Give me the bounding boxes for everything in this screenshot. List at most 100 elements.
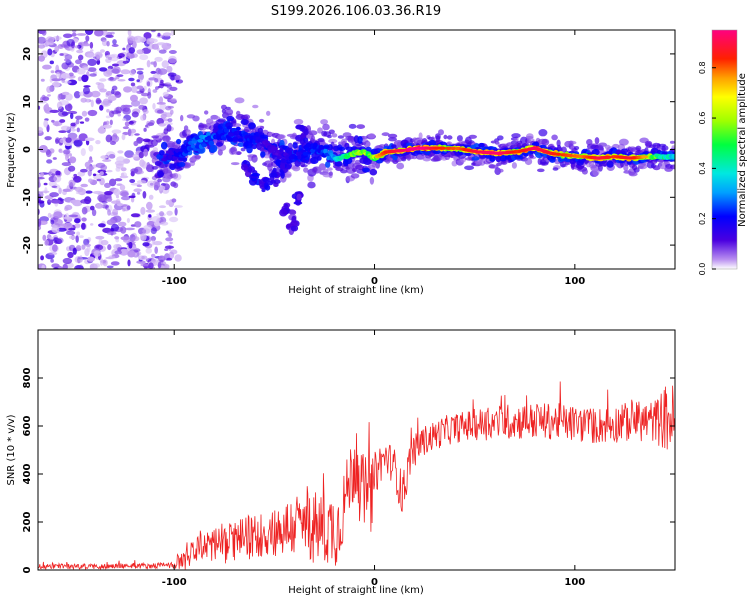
- spectrogram-branch-blob: [279, 169, 284, 177]
- spectrogram-noise-blob: [166, 65, 173, 73]
- spectrogram-mid-blob: [325, 161, 331, 168]
- spectrogram-noise-blob: [43, 119, 49, 128]
- spectrogram-noise-blob: [76, 68, 86, 75]
- spectrogram-noise-blob: [72, 247, 77, 255]
- spectrogram-noise-blob: [41, 30, 47, 36]
- spectrogram-noise-blob: [140, 233, 145, 240]
- spectrogram-noise-blob: [104, 182, 111, 188]
- spectrogram-noise-blob: [38, 191, 44, 198]
- spectrogram-halo-blob: [194, 155, 202, 159]
- spectrogram-mid-blob: [256, 142, 262, 150]
- spectrogram-noise-blob: [65, 230, 76, 236]
- colorbar-label: Normalized spectral amplitude: [737, 73, 748, 227]
- spectrogram-halo-blob: [581, 168, 588, 175]
- spectrogram-noise-blob: [146, 162, 151, 170]
- spectrogram-noise-blob: [99, 171, 104, 176]
- spectrogram-halo-blob: [619, 138, 629, 146]
- snr-ytick-label: 200: [22, 512, 33, 533]
- spectrogram-noise-blob: [116, 74, 124, 77]
- spectrogram-noise-blob: [68, 214, 79, 218]
- spectrogram-noise-blob: [75, 186, 84, 193]
- spectrogram-noise-blob: [73, 175, 82, 183]
- spectrogram-noise-blob: [93, 263, 101, 268]
- spectrogram-noise-blob: [146, 81, 151, 87]
- spectrogram-halo-blob: [524, 157, 533, 166]
- spectrogram-noise-blob: [83, 85, 91, 88]
- spectrogram-noise-blob: [81, 74, 89, 83]
- spectrogram-halo-blob: [568, 140, 574, 148]
- spectrogram-ridge-blob: [671, 153, 675, 159]
- spectrogram-noise-blob: [114, 236, 120, 240]
- spectrogram-xtick-label: 100: [564, 276, 585, 287]
- spectrogram-noise-blob: [64, 222, 73, 228]
- spectrogram-noise-blob: [85, 137, 95, 142]
- spectrogram-noise-blob: [53, 218, 63, 226]
- spectrogram-noise-blob: [159, 103, 167, 111]
- spectrogram-noise-blob: [114, 178, 123, 182]
- spectrogram-noise-blob: [121, 134, 126, 141]
- spectrogram-noise-blob: [113, 90, 121, 96]
- spectrogram-noise-blob: [105, 115, 111, 119]
- spectrogram-noise-blob: [96, 178, 102, 182]
- spectrogram-noise-blob: [88, 178, 93, 183]
- spectrogram-halo-blob: [478, 159, 486, 166]
- spectrogram-noise-blob: [74, 224, 81, 228]
- spectrogram-noise-blob: [140, 114, 146, 121]
- spectrogram-noise-blob: [170, 30, 175, 37]
- spectrogram-noise-blob: [62, 257, 73, 265]
- spectrogram-ridge-blob: [208, 140, 215, 146]
- spectrogram-noise-blob: [164, 248, 169, 252]
- spectrogram-noise-blob: [64, 58, 69, 62]
- spectrogram-noise-blob: [46, 159, 53, 164]
- spectrogram-noise-blob: [126, 242, 132, 246]
- spectrogram-noise-blob: [105, 151, 116, 159]
- spectrogram-noise-blob: [47, 94, 51, 97]
- spectrogram-noise-blob: [99, 67, 108, 72]
- spectrogram-noise-blob: [130, 94, 138, 102]
- spectrogram-noise-blob: [103, 124, 112, 129]
- spectrogram-noise-blob: [64, 54, 73, 61]
- spectrogram-noise-blob: [46, 150, 52, 158]
- spectrogram-noise-blob: [180, 114, 184, 122]
- spectrogram-halo-blob: [574, 146, 580, 150]
- spectrogram-halo-blob: [526, 133, 534, 140]
- spectrogram-noise-blob: [97, 194, 107, 202]
- spectrogram-noise-blob: [149, 38, 158, 43]
- spectrogram-noise-blob: [97, 82, 105, 91]
- spectrogram-noise-blob: [76, 127, 81, 133]
- spectrogram-mid-blob: [215, 142, 224, 147]
- spectrogram-noise-blob: [44, 136, 52, 141]
- spectrogram-ridge-blob: [323, 145, 330, 149]
- spectrogram-halo-blob: [529, 154, 534, 159]
- spectrogram-branch-blob: [269, 172, 278, 178]
- spectrogram-noise-blob: [82, 43, 91, 47]
- spectrogram-noise-blob: [166, 257, 173, 261]
- spectrogram-noise-blob: [42, 64, 52, 70]
- spectrogram-noise-blob: [42, 234, 47, 241]
- spectrogram-noise-blob: [38, 177, 45, 180]
- spectrogram-mid-blob: [392, 155, 398, 161]
- spectrogram-noise-blob: [79, 235, 84, 239]
- spectrogram-noise-blob: [117, 150, 124, 154]
- spectrogram-noise-blob: [61, 91, 70, 96]
- snr-xtick-label: 100: [564, 577, 585, 588]
- spectrogram-noise-blob: [122, 60, 129, 64]
- spectrogram-noise-blob: [72, 30, 77, 34]
- spectrogram-noise-blob: [64, 103, 73, 112]
- spectrogram-noise-blob: [122, 118, 127, 121]
- spectrogram-noise-blob: [85, 30, 94, 35]
- spectrogram-halo-blob: [669, 164, 675, 170]
- spectrogram-noise-blob: [55, 170, 61, 176]
- spectrogram-noise-blob: [93, 250, 101, 257]
- spectrogram-noise-blob: [134, 133, 140, 136]
- spectrogram-noise-blob: [70, 122, 76, 127]
- spectrogram-noise-blob: [129, 179, 136, 183]
- spectrogram-halo-blob: [240, 147, 246, 152]
- spectrogram-halo-blob: [292, 165, 301, 172]
- spectrogram-noise-blob: [107, 244, 112, 251]
- spectrogram-halo-blob: [652, 165, 661, 171]
- colorbar-gradient: [712, 30, 737, 269]
- spectrogram-noise-blob: [140, 206, 146, 215]
- spectrogram-noise-blob: [78, 54, 84, 61]
